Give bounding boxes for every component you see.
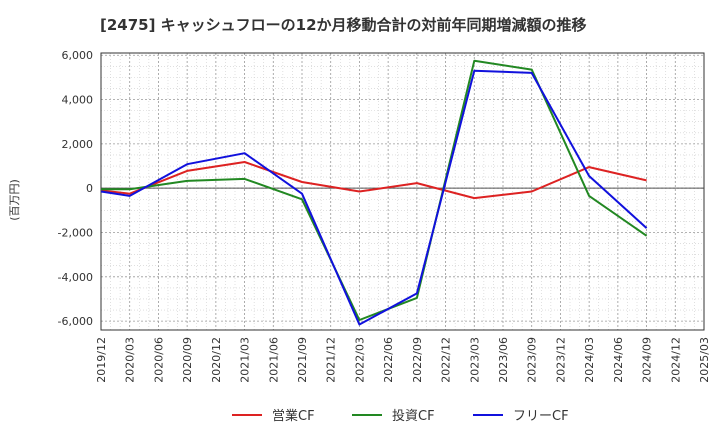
x-tick-label: 2022/09 [411, 337, 424, 383]
plot-background [101, 53, 704, 330]
x-tick-label: 2023/03 [468, 337, 481, 383]
x-tick-label: 2024/06 [612, 337, 625, 383]
x-tick-label: 2024/09 [641, 337, 654, 383]
x-tick-label: 2020/06 [152, 337, 165, 383]
y-tick-label: 2,000 [62, 138, 94, 151]
x-tick-label: 2019/12 [95, 337, 108, 383]
y-tick-label: 4,000 [62, 94, 94, 107]
legend-label: 営業CF [272, 408, 315, 424]
plot-area: 6,000 4,000 2,000 0 -2,000 -4,000 -6,0002019/1… [58, 49, 711, 382]
x-tick-label: 2024/03 [583, 337, 596, 383]
chart-title: [2475] キャッシュフローの12か月移動合計の対前年同期増減額の推移 [100, 16, 587, 34]
x-tick-label: 2021/06 [267, 337, 280, 383]
x-tick-label: 2021/03 [239, 337, 252, 383]
y-axis-label: (百万円) [8, 179, 21, 221]
x-tick-label: 2024/12 [669, 337, 682, 383]
legend-label: 投資CF [392, 408, 435, 424]
x-tick-label: 2023/12 [554, 337, 567, 383]
y-tick-label: 0 [86, 182, 93, 195]
y-tick-label: 6,000 [62, 49, 94, 62]
series-line-1 [100, 161, 647, 200]
series-line-2 [101, 59, 648, 321]
series-line-3 [100, 69, 648, 326]
x-tick-label: 2023/06 [497, 337, 510, 383]
y-tick-label: -6,000 [58, 315, 93, 328]
x-tick-label: 2022/06 [382, 337, 395, 383]
legend: 営業CF 投資CF フリーCF [232, 408, 569, 424]
x-tick-label: 2020/12 [210, 337, 223, 383]
x-tick-label: 2022/03 [353, 337, 366, 383]
x-tick-label: 2021/12 [325, 337, 338, 383]
x-tick-label: 2023/09 [526, 337, 539, 383]
x-tick-label: 2020/09 [181, 337, 194, 383]
legend-label: フリーCF [513, 409, 569, 424]
x-tick-label: 2025/03 [698, 337, 711, 383]
x-tick-label: 2021/09 [296, 337, 309, 383]
y-tick-label: -2,000 [58, 226, 93, 239]
x-tick-label: 2020/03 [124, 337, 137, 383]
x-tick-label: 2022/12 [440, 337, 453, 383]
y-tick-label: -4,000 [58, 271, 93, 284]
